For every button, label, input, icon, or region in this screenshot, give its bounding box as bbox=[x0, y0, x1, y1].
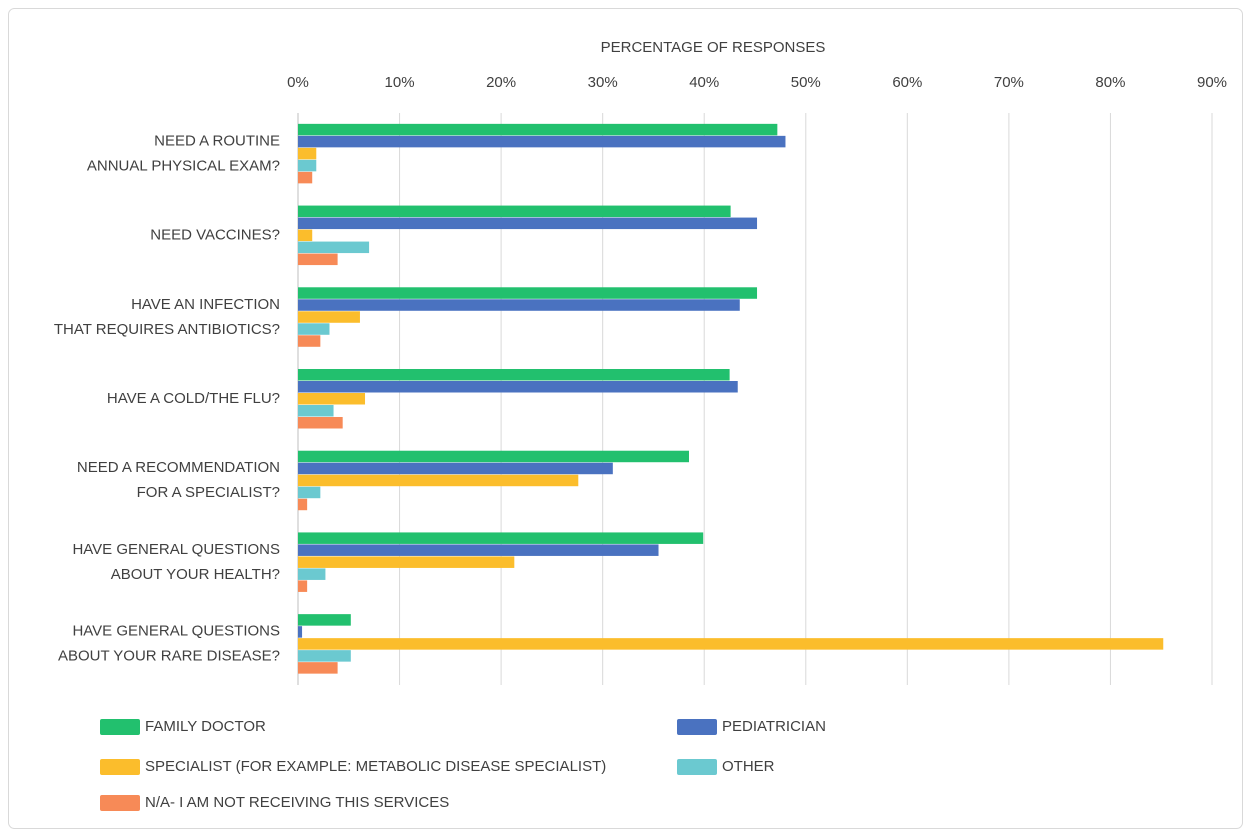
legend-swatch bbox=[100, 759, 140, 775]
legend-swatch bbox=[100, 719, 140, 735]
x-tick-label: 40% bbox=[689, 74, 719, 91]
x-tick-label: 0% bbox=[287, 74, 309, 91]
bar bbox=[298, 135, 786, 148]
bar bbox=[298, 474, 579, 487]
x-tick-label: 20% bbox=[486, 74, 516, 91]
bar bbox=[298, 205, 731, 218]
bar bbox=[298, 217, 758, 230]
bar bbox=[298, 393, 366, 405]
legend-label: FAMILY DOCTOR bbox=[145, 718, 266, 735]
bar bbox=[298, 253, 338, 266]
bar bbox=[298, 462, 613, 475]
bar bbox=[298, 450, 689, 463]
bar bbox=[298, 532, 704, 544]
legend-label: SPECIALIST (FOR EXAMPLE: METABOLIC DISEA… bbox=[145, 758, 606, 775]
bar bbox=[298, 405, 334, 417]
x-tick-label: 50% bbox=[791, 74, 821, 91]
y-tick-label: NEED VACCINES? bbox=[150, 227, 280, 244]
bar bbox=[298, 662, 338, 674]
bar bbox=[298, 626, 303, 638]
y-tick-label: HAVE AN INFECTION bbox=[131, 296, 280, 313]
bar bbox=[298, 381, 738, 393]
bar bbox=[298, 556, 515, 568]
x-tick-label: 10% bbox=[385, 74, 415, 91]
x-tick-label: 90% bbox=[1197, 74, 1227, 91]
y-tick-label: HAVE GENERAL QUESTIONS bbox=[72, 623, 280, 640]
bar bbox=[298, 171, 313, 184]
legend-swatch bbox=[677, 759, 717, 775]
bar bbox=[298, 614, 351, 626]
bar bbox=[298, 638, 1164, 650]
bar bbox=[298, 299, 740, 311]
bar bbox=[298, 241, 370, 254]
y-tick-label: HAVE GENERAL QUESTIONS bbox=[72, 541, 280, 558]
bar bbox=[298, 580, 308, 592]
y-tick-label: ABOUT YOUR HEALTH? bbox=[111, 566, 280, 583]
y-tick-label: FOR A SPECIALIST? bbox=[137, 484, 280, 501]
x-tick-label: 30% bbox=[588, 74, 618, 91]
bar bbox=[298, 287, 758, 299]
x-tick-label: 70% bbox=[994, 74, 1024, 91]
bar bbox=[298, 417, 343, 429]
y-tick-label: HAVE A COLD/THE FLU? bbox=[107, 390, 280, 407]
bar bbox=[298, 335, 321, 347]
y-tick-label: NEED A RECOMMENDATION bbox=[77, 459, 280, 476]
y-tick-label: ANNUAL PHYSICAL EXAM? bbox=[87, 157, 280, 174]
legend-label: PEDIATRICIAN bbox=[722, 718, 826, 735]
legend-label: N/A- I AM NOT RECEIVING THIS SERVICES bbox=[145, 794, 449, 811]
bar bbox=[298, 147, 317, 160]
x-tick-label: 80% bbox=[1095, 74, 1125, 91]
y-tick-label: NEED A ROUTINE bbox=[154, 132, 280, 149]
legend-swatch bbox=[100, 795, 140, 811]
bar bbox=[298, 369, 730, 381]
bar bbox=[298, 323, 330, 335]
bar bbox=[298, 544, 659, 556]
x-tick-label: 60% bbox=[892, 74, 922, 91]
legend-label: OTHER bbox=[722, 758, 775, 775]
bar bbox=[298, 229, 313, 242]
bar bbox=[298, 159, 317, 172]
bar bbox=[298, 486, 321, 499]
bar bbox=[298, 498, 308, 511]
legend-swatch bbox=[677, 719, 717, 735]
bar bbox=[298, 123, 778, 136]
bar bbox=[298, 650, 351, 662]
y-tick-label: THAT REQUIRES ANTIBIOTICS? bbox=[54, 321, 280, 338]
bar bbox=[298, 311, 360, 323]
x-axis-title: PERCENTAGE OF RESPONSES bbox=[601, 39, 826, 56]
bar bbox=[298, 568, 326, 580]
y-tick-label: ABOUT YOUR RARE DISEASE? bbox=[58, 648, 280, 665]
